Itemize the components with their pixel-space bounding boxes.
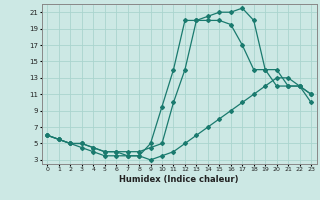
X-axis label: Humidex (Indice chaleur): Humidex (Indice chaleur) bbox=[119, 175, 239, 184]
